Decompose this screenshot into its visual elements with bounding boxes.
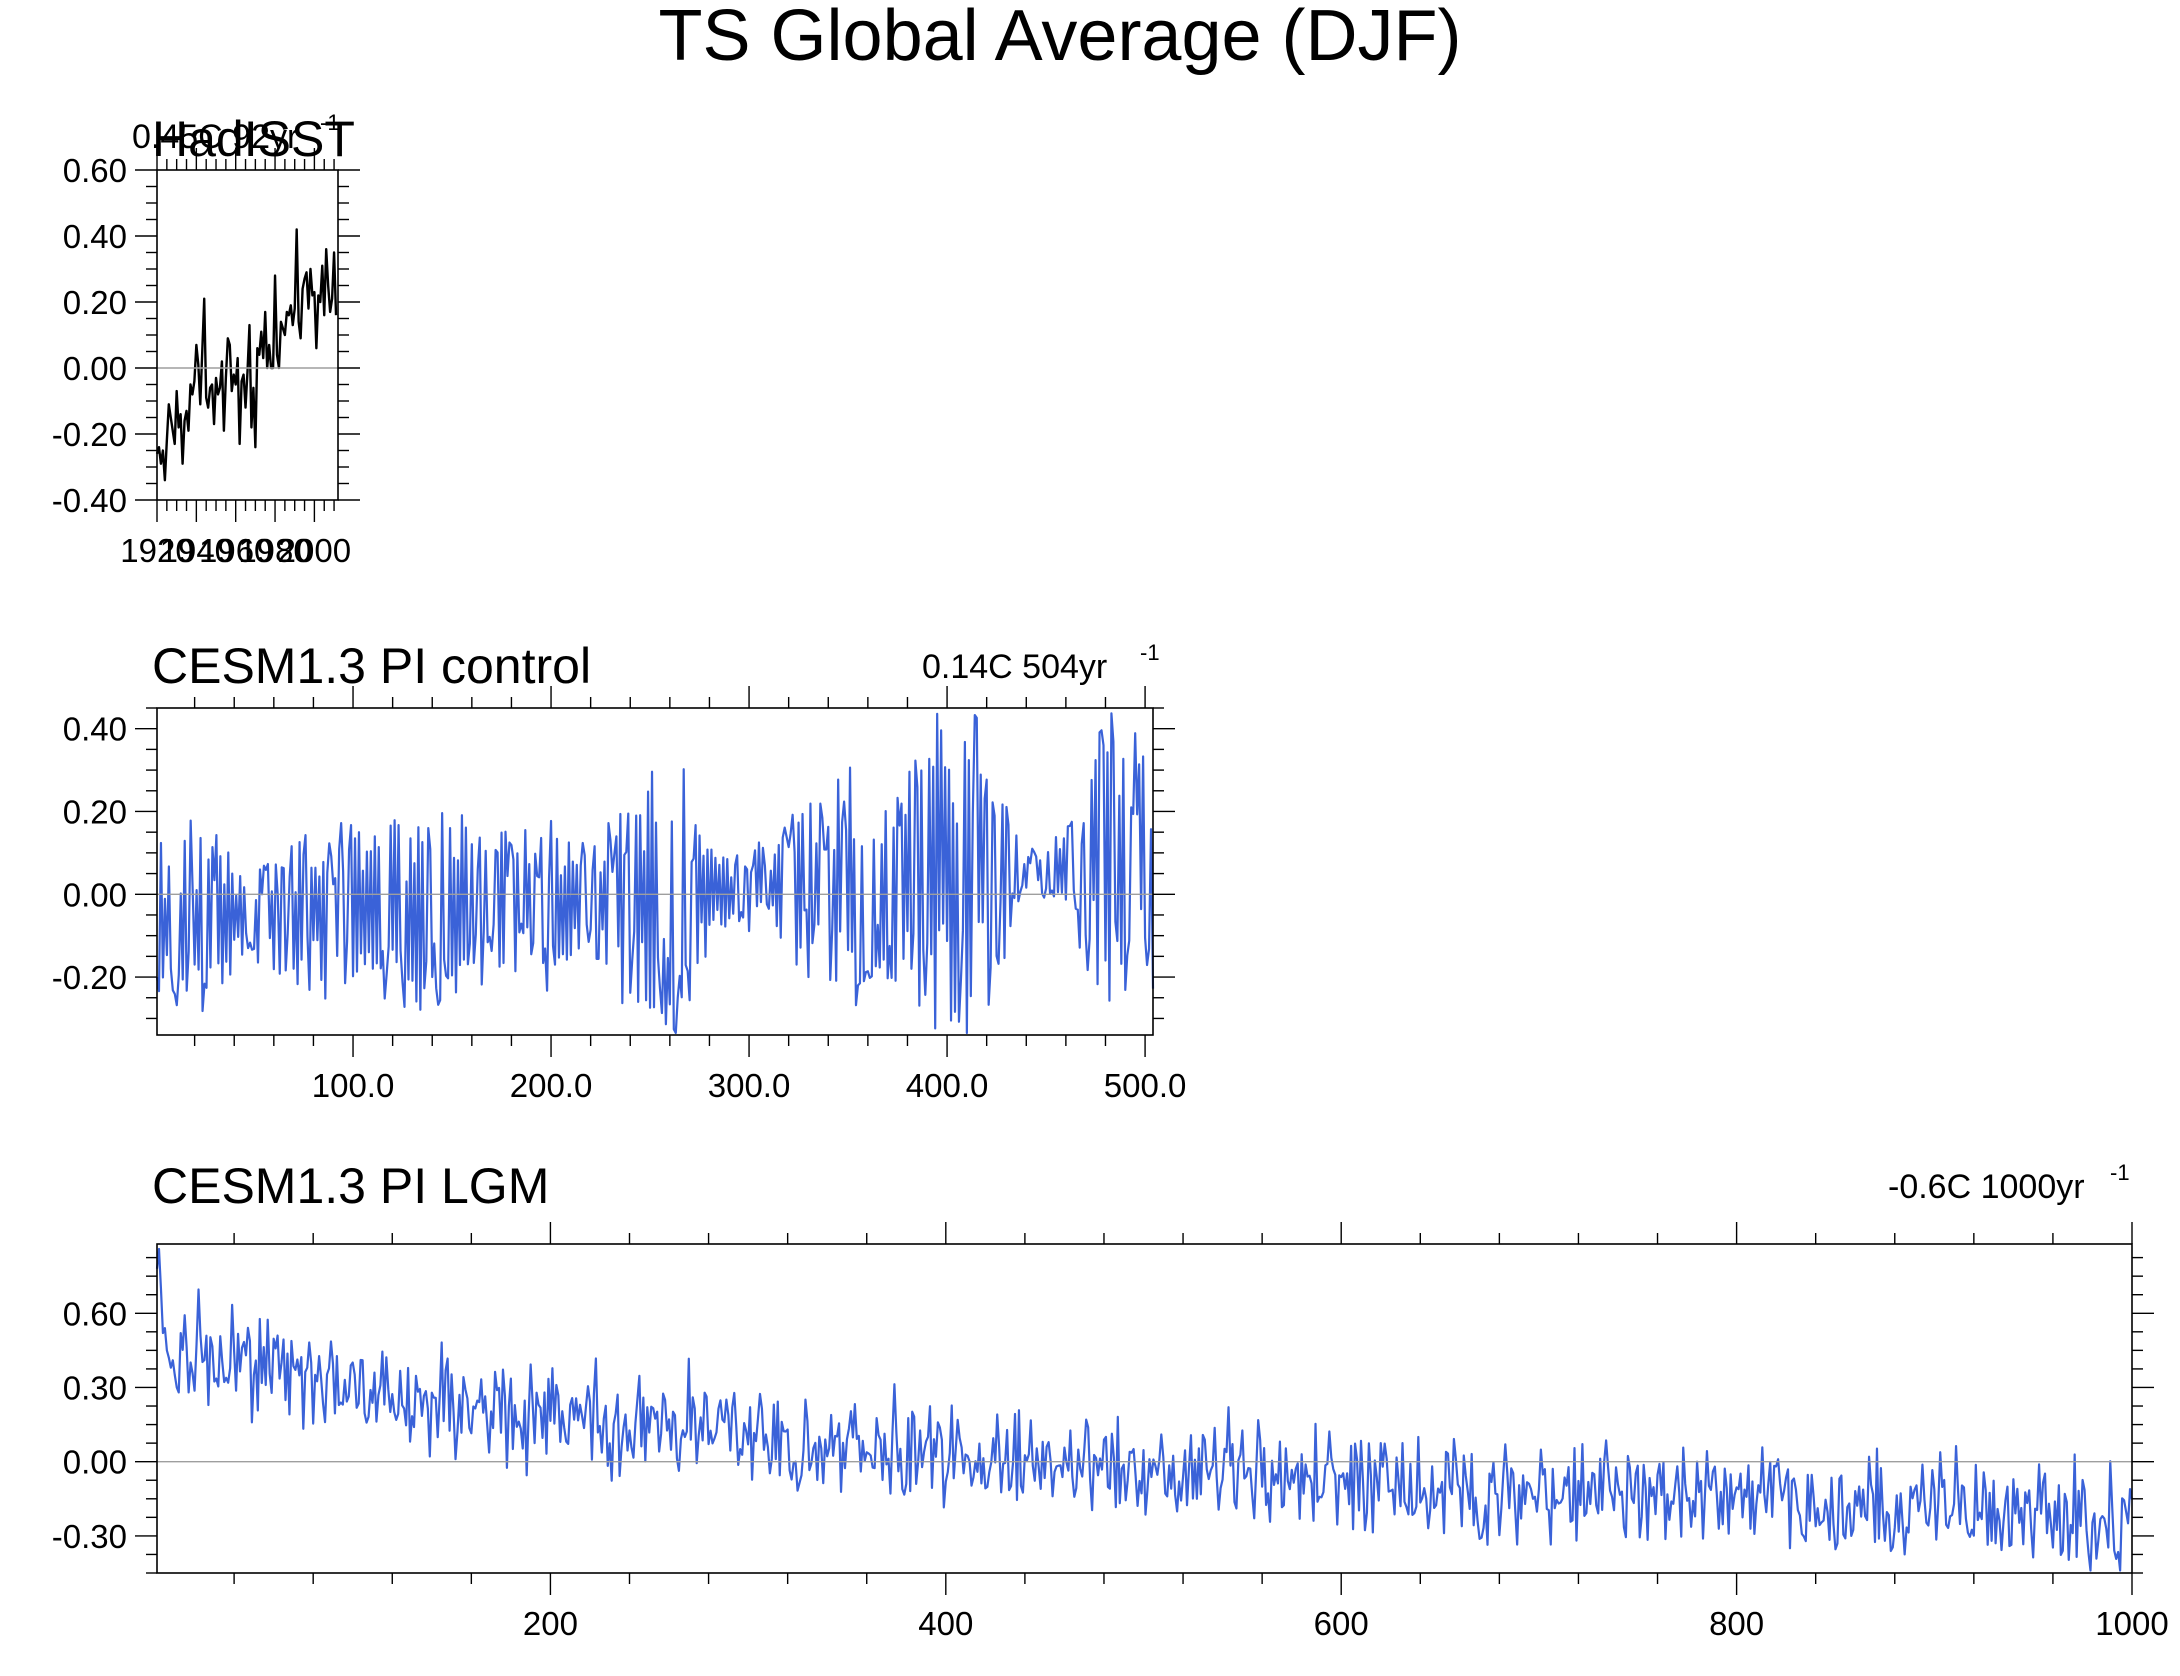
- pi-lgm-trend-label: -0.6C 1000yr: [1888, 1168, 2085, 1206]
- pi-lgm-xtick-label: 800: [1709, 1605, 1764, 1642]
- panel-pi-lgm: -0.30 0.00 0.30 0.60 200 400 600 800 1000 CESM1.…: [52, 1158, 2169, 1642]
- hadisst-ticks: [135, 148, 360, 522]
- hadisst-title: HadISST: [152, 111, 355, 167]
- pi-control-xtick-label: 300.0: [708, 1067, 791, 1104]
- pi-lgm-ytick-label: -0.30: [52, 1518, 127, 1555]
- hadisst-xtick-label: 1980: [238, 532, 311, 569]
- pi-control-frame: [156, 707, 1154, 1036]
- pi-lgm-series-line-0: [155, 1247, 2134, 1572]
- pi-control-series-line-0: [155, 712, 1155, 1035]
- hadisst-ytick-label: -0.40: [52, 482, 127, 519]
- hadisst-ytick-label: 0.60: [63, 152, 127, 189]
- pi-lgm-ytick-label: 0.30: [63, 1369, 127, 1406]
- hadisst-series: [155, 228, 338, 482]
- pi-lgm-xtick-label: 1000: [2095, 1605, 2168, 1642]
- pi-control-tick-labels: -0.20 0.00 0.20 0.40 100.0 200.0 300.0 400.0 500…: [52, 711, 1187, 1104]
- pi-control-ytick-label: 0.00: [63, 876, 127, 913]
- pi-lgm-series: [155, 1247, 2134, 1572]
- pi-lgm-trend-sup: -1: [2110, 1160, 2130, 1185]
- pi-lgm-ytick-label: 0.00: [63, 1444, 127, 1481]
- panel-pi-control: -0.20 0.00 0.20 0.40 100.0 200.0 300.0 400.0 500…: [52, 638, 1187, 1104]
- hadisst-ytick-label: 0.20: [63, 284, 127, 321]
- pi-lgm-xtick-label: 600: [1314, 1605, 1369, 1642]
- pi-lgm-title: CESM1.3 PI LGM: [152, 1158, 549, 1214]
- pi-control-trend-label: 0.14C 504yr: [922, 648, 1107, 686]
- pi-lgm-ytick-label: 0.60: [63, 1295, 127, 1332]
- hadisst-tick-labels: -0.40 -0.20 0.00 0.20 0.40 0.60 19201940196019…: [52, 152, 351, 569]
- pi-control-xtick-label: 100.0: [312, 1067, 395, 1104]
- panel-hadisst: -0.40 -0.20 0.00 0.20 0.40 0.60 19201940196019…: [52, 110, 360, 569]
- pi-control-ytick-label: -0.20: [52, 959, 127, 996]
- hadisst-trend-label: 0.45C 92yr: [132, 118, 298, 156]
- pi-control-xtick-label: 200.0: [510, 1067, 593, 1104]
- pi-control-xtick-label: 500.0: [1104, 1067, 1187, 1104]
- pi-lgm-tick-labels: -0.30 0.00 0.30 0.60 200 400 600 800 1000: [52, 1295, 2169, 1642]
- pi-control-ytick-label: 0.20: [63, 793, 127, 830]
- pi-lgm-xtick-label: 200: [523, 1605, 578, 1642]
- pi-control-xtick-label: 400.0: [906, 1067, 989, 1104]
- pi-lgm-xtick-label: 400: [918, 1605, 973, 1642]
- pi-control-trend-sup: -1: [1140, 640, 1160, 665]
- hadisst-ytick-label: 0.40: [63, 218, 127, 255]
- hadisst-ytick-label: 0.00: [63, 350, 127, 387]
- pi-control-ticks: [135, 686, 1175, 1057]
- pi-control-ytick-label: 0.40: [63, 711, 127, 748]
- hadisst-trend-sup: -1: [320, 110, 340, 135]
- pi-lgm-ticks: [135, 1222, 2154, 1595]
- hadisst-xtick-label: 1960: [199, 532, 272, 569]
- figure-title: TS Global Average (DJF): [659, 0, 1462, 76]
- hadisst-xtick-label: 1920: [120, 532, 193, 569]
- hadisst-xtick-label: 1940: [160, 532, 233, 569]
- hadisst-xtick-label: 2000: [278, 532, 351, 569]
- pi-lgm-frame: [156, 1243, 2133, 1574]
- hadisst-series-line-0: [155, 228, 338, 482]
- pi-control-series: [155, 712, 1155, 1035]
- hadisst-ytick-label: -0.20: [52, 416, 127, 453]
- pi-control-title: CESM1.3 PI control: [152, 638, 591, 694]
